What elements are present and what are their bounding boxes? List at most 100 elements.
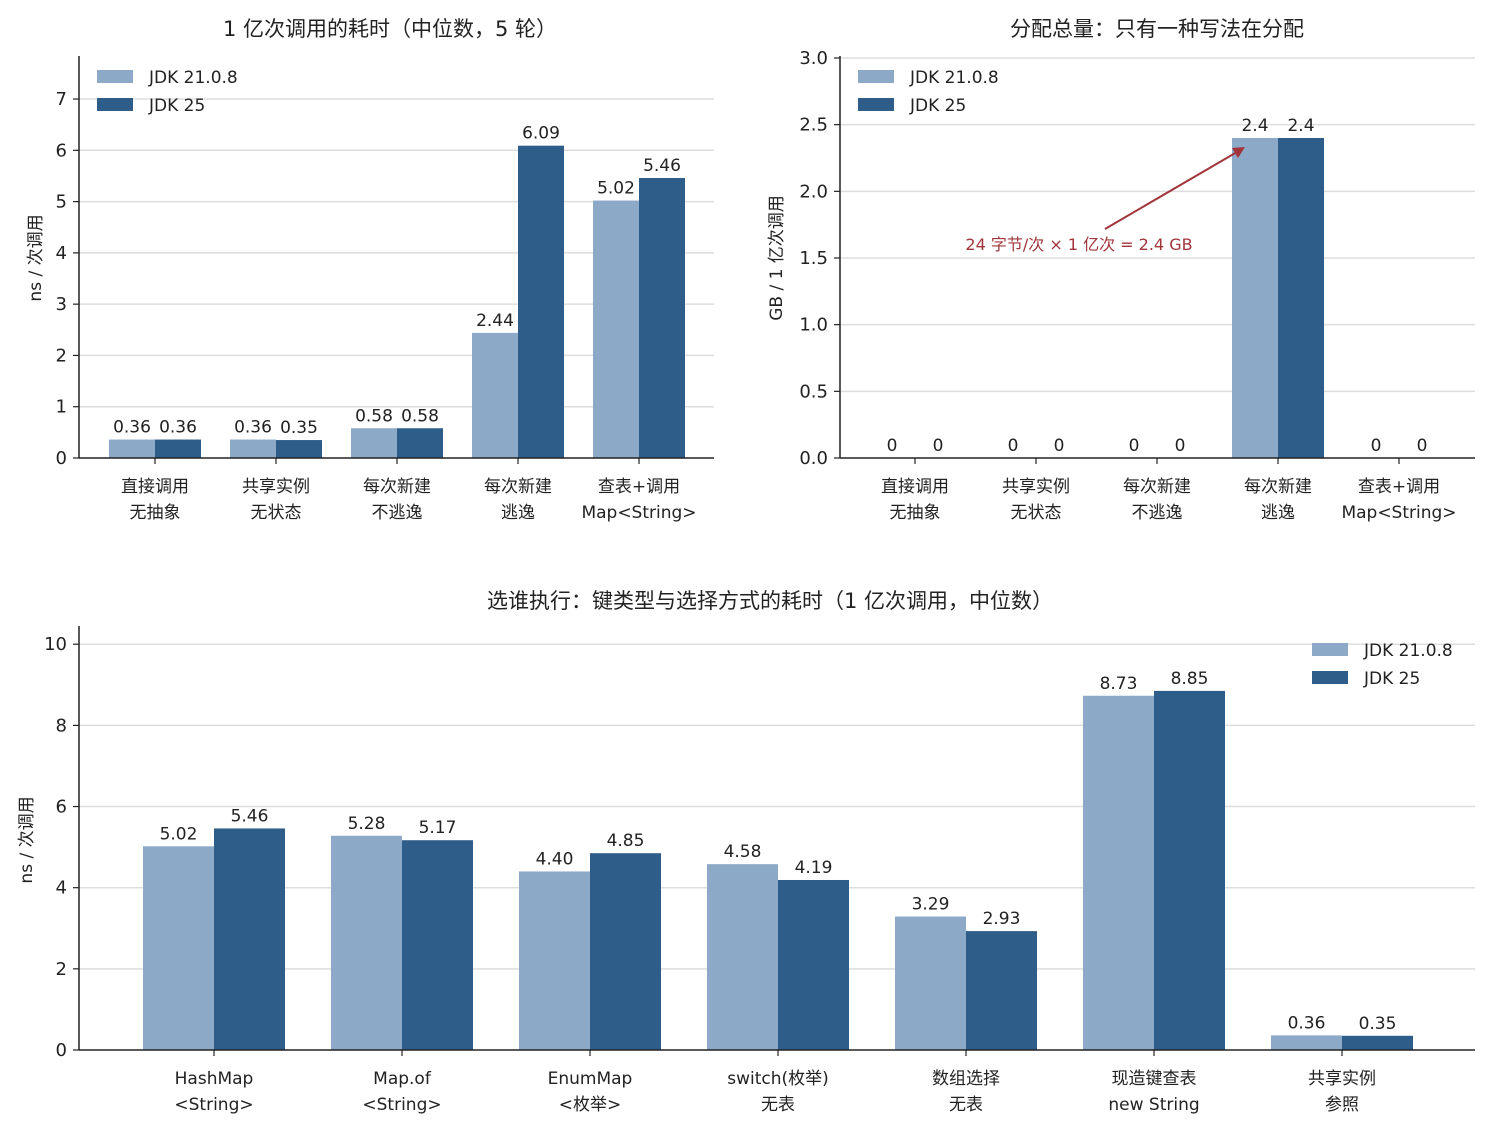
data-label: 2.93 [983,909,1021,929]
bar-jdk25 [966,931,1037,1050]
y-tick-label: 2.5 [799,115,828,136]
y-tick-label: 2 [56,959,67,980]
x-tick-label: 每次新建 [363,477,431,497]
x-tick-label-line2: Map<String> [1341,503,1456,523]
x-tick-label-line2: 无状态 [251,503,302,523]
x-tick-label: 共享实例 [1002,477,1070,497]
bar-jdk21 [707,864,778,1050]
x-tick-label-line2: <String> [174,1095,253,1115]
x-tick-label: Map.of [373,1069,432,1089]
data-label: 0.36 [1288,1013,1326,1033]
x-tick-label: 共享实例 [1308,1069,1376,1089]
bar-jdk21 [895,916,966,1050]
x-tick-label: 数组选择 [932,1069,1000,1089]
x-tick-label: switch(枚举) [727,1069,829,1089]
y-tick-label: 1.5 [799,248,828,269]
y-tick-label: 0 [56,448,67,469]
bar-jdk25 [402,840,473,1050]
x-tick-label-line2: 参照 [1325,1095,1359,1115]
x-tick-label: 每次新建 [1244,477,1312,497]
data-label: 0.36 [234,418,272,438]
data-label: 2.4 [1287,116,1314,136]
legend-swatch-jdk25 [858,98,894,111]
y-tick-label: 0.5 [799,381,828,402]
x-tick-label-line2: 无抽象 [130,503,181,523]
x-tick-label: 共享实例 [242,477,310,497]
chart-3-bars: 5.02 5.46 5.28 5.17 4.40 4.85 4.58 4.19 3.29 2.93… [143,669,1413,1050]
x-tick-label-line2: 无状态 [1011,503,1062,523]
x-tick-label: 查表+调用 [1358,477,1440,497]
chart-2-title: 分配总量：只有一种写法在分配 [1010,17,1304,41]
data-label: 5.28 [348,814,386,834]
x-tick-label: 每次新建 [484,477,552,497]
legend-label: JDK 21.0.8 [909,68,999,88]
bar-jdk25 [639,178,685,458]
legend-swatch-jdk21 [858,70,894,83]
chart-1-legend: JDK 21.0.8 JDK 25 [97,68,238,116]
data-label: 4.58 [724,842,762,862]
data-label: 0.35 [1359,1014,1397,1034]
chart-3-axes: 0 2 4 6 8 10 HashMap <String> Map.of <String> Enum… [44,626,1475,1115]
data-label: 5.46 [643,156,681,176]
data-label: 5.02 [597,179,635,199]
data-label: 4.19 [795,858,833,878]
x-tick-label-line2: 无抽象 [890,503,941,523]
bar-jdk21 [143,846,214,1050]
y-tick-label: 1 [56,397,67,418]
x-tick-label-line2: Map<String> [581,503,696,523]
y-tick-label: 7 [56,89,67,110]
legend-swatch-jdk25 [97,98,133,111]
data-label: 0 [1175,436,1186,456]
data-label: 6.09 [522,124,560,144]
data-label: 5.46 [231,806,269,826]
bar-jdk25 [397,428,443,458]
x-tick-label: 现造键查表 [1112,1069,1197,1089]
chart-selection: 选谁执行：键类型与选择方式的耗时（1 亿次调用，中位数） ns / 次调用 5.… [17,589,1475,1115]
bar-jdk25 [1342,1035,1413,1050]
annotation-arrow-line [1104,151,1238,230]
y-tick-label: 0 [56,1040,67,1061]
x-tick-label: 直接调用 [121,477,189,497]
x-tick-label: HashMap [175,1069,254,1089]
y-tick-label: 5 [56,192,67,213]
chart-3-ylabel: ns / 次调用 [17,796,37,883]
x-tick-label-line2: 不逃逸 [372,503,423,523]
data-label: 8.85 [1171,669,1209,689]
data-label: 0 [1054,436,1065,456]
chart-2-annotation: 24 字节/次 × 1 亿次 = 2.4 GB [965,147,1245,254]
bar-jdk25 [214,828,285,1050]
legend-swatch-jdk21 [97,70,133,83]
x-tick-label-line2: 逃逸 [501,503,535,523]
bar-jdk25 [155,439,201,458]
chart-2-legend: JDK 21.0.8 JDK 25 [858,68,999,116]
data-label: 0 [887,436,898,456]
bar-jdk25 [276,440,322,458]
data-label: 8.73 [1100,674,1138,694]
data-label: 0.58 [355,406,393,426]
x-tick-label-line2: 不逃逸 [1132,503,1183,523]
bar-jdk21 [331,835,402,1050]
legend-swatch-jdk25 [1312,671,1348,684]
legend-label: JDK 21.0.8 [1363,641,1453,661]
y-tick-label: 2.0 [799,181,828,202]
data-label: 3.29 [912,895,950,915]
y-tick-label: 0.0 [799,448,828,469]
y-tick-label: 4 [56,878,67,899]
chart-3-title: 选谁执行：键类型与选择方式的耗时（1 亿次调用，中位数） [487,589,1053,613]
x-tick-label-line2: 无表 [761,1095,795,1115]
y-tick-label: 6 [56,797,67,818]
bar-jdk21 [230,439,276,458]
x-tick-label: 直接调用 [881,477,949,497]
data-label: 5.02 [160,824,198,844]
legend-swatch-jdk21 [1312,643,1348,656]
bar-jdk21 [472,332,518,458]
y-tick-label: 8 [56,715,67,736]
chart-2-ylabel: GB / 1 亿次调用 [767,195,787,321]
bar-jdk21 [109,439,155,458]
chart-2-gridlines [840,57,1475,393]
data-label: 0 [1129,436,1140,456]
data-label: 4.85 [607,831,645,851]
